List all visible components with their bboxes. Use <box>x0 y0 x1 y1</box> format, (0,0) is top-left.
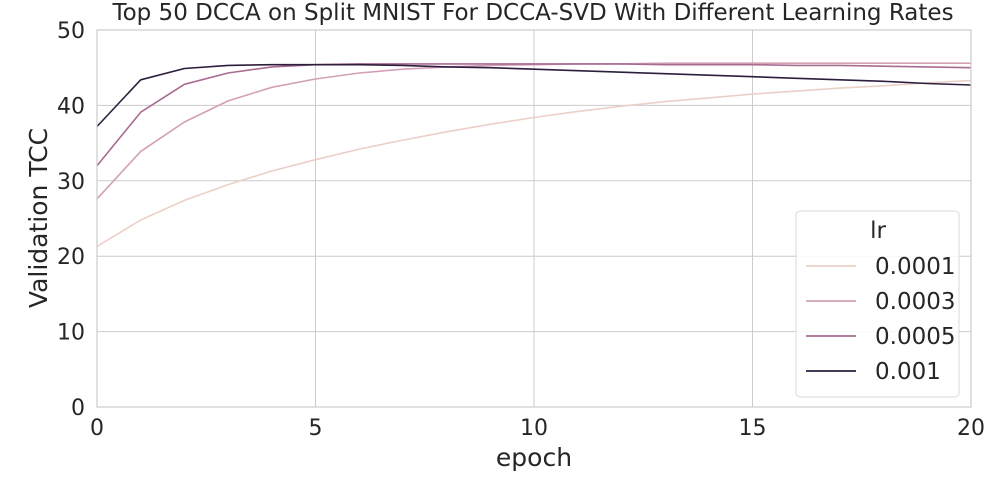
legend-title: lr <box>870 218 886 244</box>
x-tick-label: 20 <box>957 416 985 441</box>
series-line-0-001 <box>96 63 972 128</box>
legend-items: 0.0001 0.0003 0.0005 0.001 <box>806 254 955 385</box>
y-tick-label: 10 <box>57 321 85 346</box>
y-axis-label: Validation TCC <box>24 128 53 308</box>
series-lines <box>96 62 972 248</box>
y-tick-label: 20 <box>57 245 85 270</box>
chart-title: Top 50 DCCA on Split MNIST For DCCA-SVD … <box>111 0 953 26</box>
x-tick-label: 0 <box>90 416 104 441</box>
legend-label: 0.0001 <box>875 254 955 280</box>
legend-label: 0.0003 <box>875 289 955 315</box>
x-tick-label: 15 <box>739 416 767 441</box>
plot-frame <box>96 29 972 408</box>
y-tick-label: 40 <box>57 94 85 119</box>
x-tick-label: 10 <box>520 416 548 441</box>
y-tick-label: 50 <box>57 19 85 44</box>
x-tick-label: 5 <box>309 416 323 441</box>
legend-label: 0.0005 <box>875 324 955 350</box>
legend-box <box>795 210 960 398</box>
legend: lr 0.0001 0.0003 0.0005 0.001 <box>795 210 960 398</box>
series-line-0-0005 <box>96 63 972 167</box>
x-axis-label: epoch <box>496 443 572 472</box>
y-tick-label: 0 <box>71 396 85 421</box>
series-line-0-0001 <box>96 79 972 248</box>
y-tick-label: 30 <box>57 170 85 195</box>
tick-labels: 0 10 20 30 40 50 0 5 10 15 20 <box>57 19 985 441</box>
legend-label: 0.001 <box>875 359 941 385</box>
